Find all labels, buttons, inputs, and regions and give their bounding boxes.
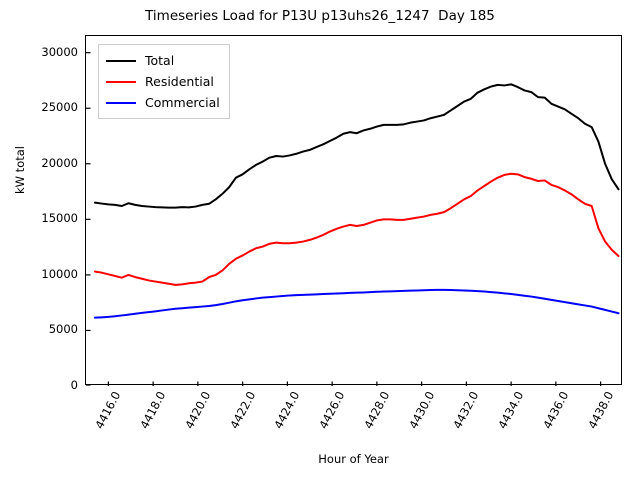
x-tick-label: 4438.0 xyxy=(584,389,616,432)
legend-swatch-icon xyxy=(106,59,136,62)
legend-label: Residential xyxy=(145,74,214,89)
x-tick-label: 4430.0 xyxy=(405,389,437,432)
legend-item: Commercial xyxy=(106,92,220,113)
x-tick-label: 4416.0 xyxy=(92,389,124,432)
x-tick-label: 4436.0 xyxy=(539,389,572,432)
series-line-total xyxy=(93,83,620,209)
y-axis-label: kW total xyxy=(13,146,27,194)
x-tick-label: 4420.0 xyxy=(181,389,214,432)
legend-item: Residential xyxy=(106,71,220,92)
legend-label: Total xyxy=(145,53,175,68)
x-axis-label: Hour of Year xyxy=(318,452,389,466)
legend-item: Total xyxy=(106,50,220,71)
x-tick-label: 4434.0 xyxy=(495,389,527,432)
x-tick-label: 4432.0 xyxy=(450,389,482,432)
x-axis-tick-labels: 4416.0 4418.0 4420.0 4422.0 4424.0 4426.0 4428… xyxy=(85,389,622,449)
legend-swatch-icon xyxy=(106,80,136,83)
y-tick-label: 30000 xyxy=(41,44,78,59)
legend-swatch-icon xyxy=(106,101,136,104)
x-tick-label: 4418.0 xyxy=(137,389,169,432)
x-tick-label: 4428.0 xyxy=(360,389,393,432)
y-tick-label: 5000 xyxy=(48,322,78,337)
plot-lines xyxy=(86,52,620,386)
y-tick-label: 10000 xyxy=(41,266,78,281)
legend-label: Commercial xyxy=(145,95,220,110)
y-tick-label: 20000 xyxy=(41,155,78,170)
series-line-residential xyxy=(93,172,620,286)
chart-title: Timeseries Load for P13U p13uhs26_1247 D… xyxy=(145,8,495,24)
x-tick-label: 4424.0 xyxy=(271,389,303,432)
x-tick-label: 4422.0 xyxy=(226,389,258,432)
x-tick-label: 4426.0 xyxy=(316,389,348,432)
y-tick-label: 15000 xyxy=(41,211,78,226)
y-axis-tick-labels: 0 5000 10000 15000 20000 25000 30000 xyxy=(0,35,78,392)
series-line-commercial xyxy=(93,288,620,319)
y-tick-label: 0 xyxy=(70,378,78,392)
chart-legend: Total Residential Commercial xyxy=(98,44,230,119)
y-tick-label: 25000 xyxy=(41,100,78,115)
